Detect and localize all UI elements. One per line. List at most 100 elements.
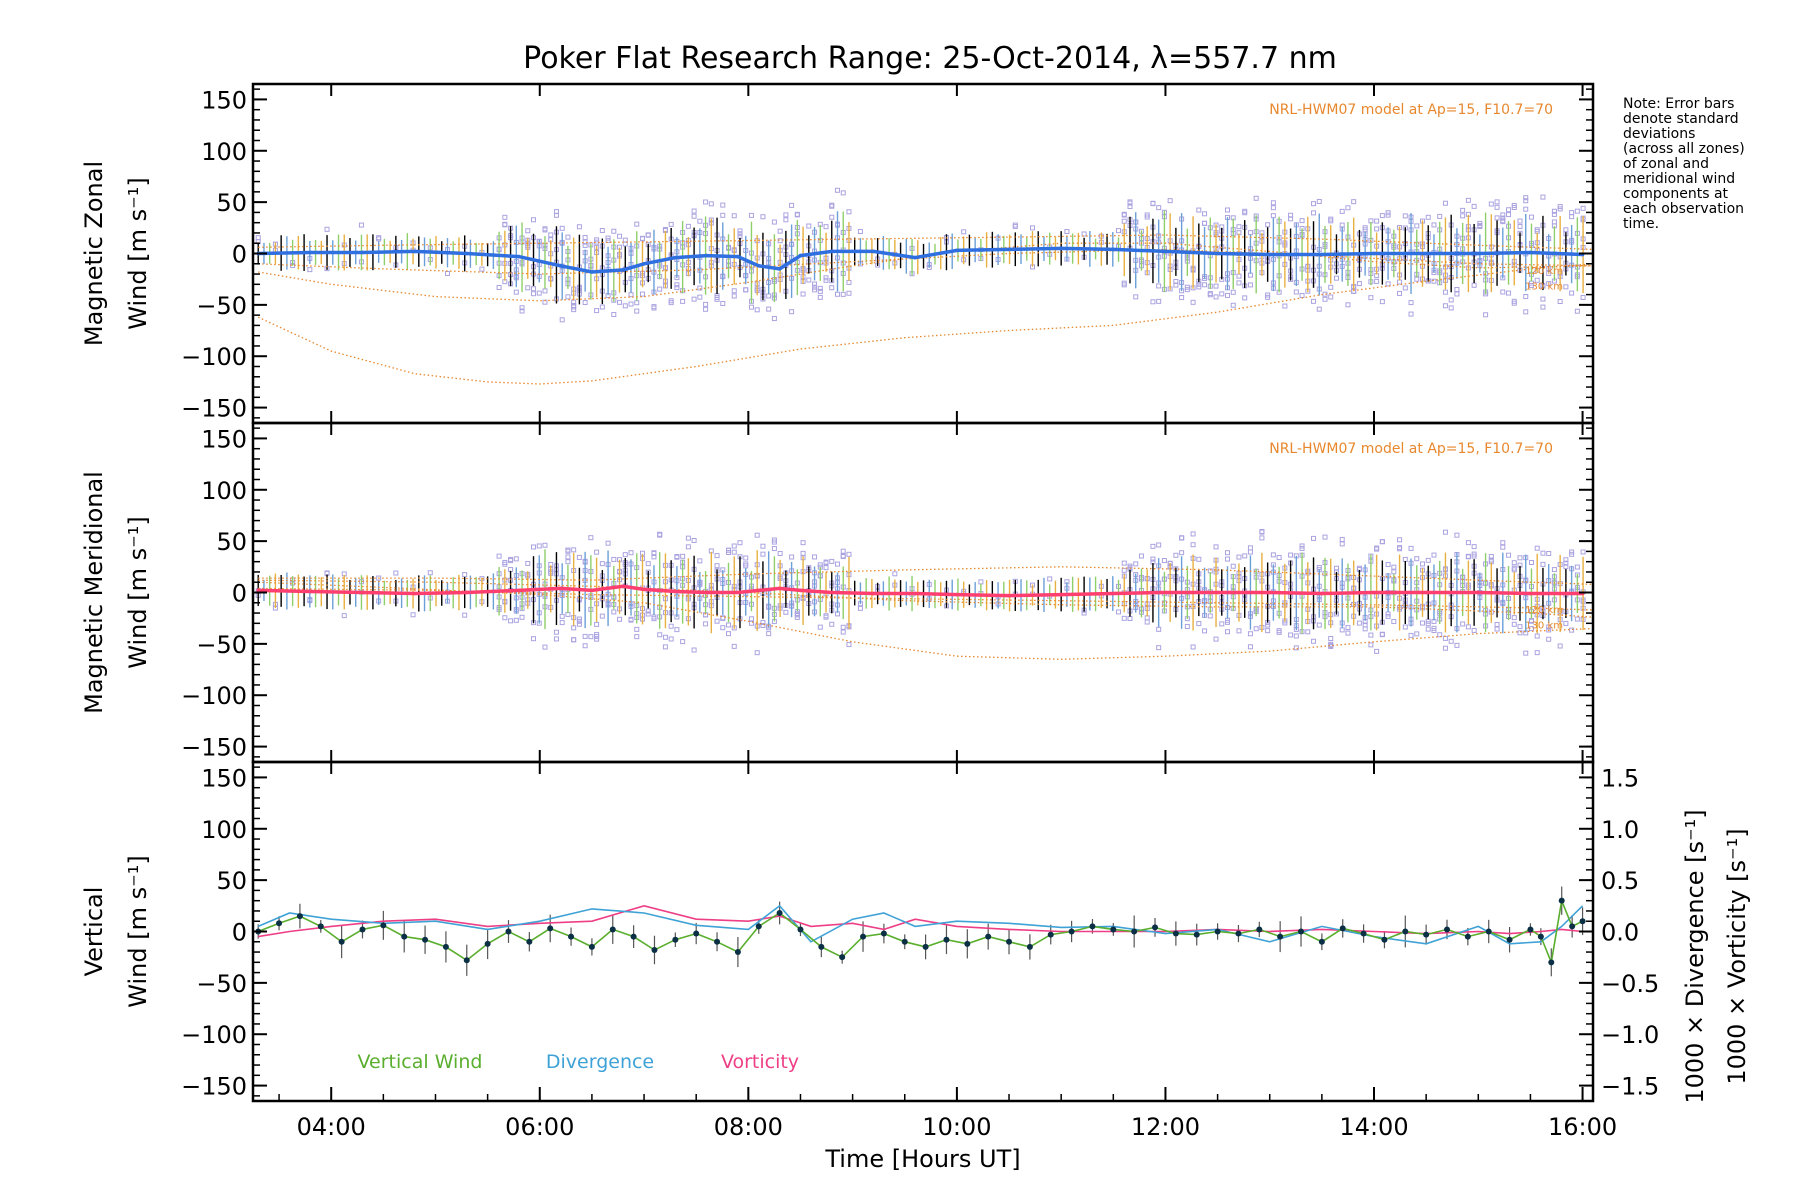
- scatter-point: [1265, 292, 1271, 298]
- scatter-point: [611, 556, 617, 562]
- series-point: [558, 264, 563, 268]
- vertical-wind-point: [380, 922, 387, 929]
- scatter-point: [1247, 549, 1253, 555]
- scatter-point: [771, 539, 777, 545]
- scatter-point: [1494, 199, 1500, 205]
- series-point: [756, 588, 761, 593]
- scatter-point: [1523, 206, 1529, 212]
- scatter-point: [1288, 632, 1294, 638]
- scatter-point: [1569, 627, 1575, 633]
- scatter-point: [1242, 553, 1248, 559]
- vertical-wind-point: [1235, 930, 1242, 937]
- scatter-point: [1179, 295, 1185, 301]
- scatter-point: [1408, 311, 1414, 317]
- scatter-point: [697, 285, 703, 291]
- scatter-point: [720, 615, 726, 621]
- scatter-point: [1316, 198, 1322, 204]
- right-tick-label: 0.0: [1601, 919, 1639, 947]
- scatter-point: [594, 632, 600, 638]
- scatter-point: [1528, 282, 1534, 288]
- scatter-point: [1540, 561, 1546, 567]
- x-axis-label: Time [Hours UT]: [824, 1145, 1020, 1173]
- scatter-point: [1236, 554, 1242, 560]
- series-point: [517, 254, 521, 259]
- series-point: [1111, 247, 1116, 252]
- scatter-point: [840, 291, 846, 297]
- scatter-point: [1402, 285, 1408, 291]
- series-point: [1267, 252, 1272, 257]
- scatter-point: [1127, 200, 1133, 206]
- scatter-point: [1224, 556, 1230, 562]
- scatter-point: [565, 547, 571, 553]
- scatter-point: [1471, 553, 1477, 559]
- vertical-wind-point: [1193, 931, 1200, 938]
- series-point: [871, 591, 876, 596]
- scatter-point: [622, 303, 628, 309]
- scatter-point: [1207, 291, 1213, 297]
- series-point: [1059, 246, 1063, 251]
- series-point: [777, 586, 782, 591]
- series-point: [1476, 590, 1481, 595]
- scatter-point: [525, 228, 531, 234]
- scatter-point: [731, 288, 737, 294]
- scatter-point: [1506, 212, 1512, 218]
- series-point: [360, 250, 365, 255]
- scatter-point: [1517, 555, 1523, 561]
- scatter-point: [542, 644, 548, 650]
- scatter-point: [634, 308, 640, 314]
- right-tick-label: −1.0: [1601, 1021, 1659, 1049]
- series-point: [1372, 590, 1376, 595]
- scatter-point: [1511, 621, 1517, 627]
- y-tick-label: −50: [196, 970, 247, 998]
- scatter-point: [697, 558, 703, 564]
- series-point: [704, 253, 709, 258]
- scatter-point: [651, 614, 657, 620]
- x-tick-label: 16:00: [1548, 1113, 1617, 1141]
- scatter-point: [628, 550, 634, 556]
- scatter-point: [565, 234, 571, 240]
- scatter-point: [582, 643, 588, 649]
- scatter-point: [571, 547, 577, 553]
- scatter-point: [668, 636, 674, 642]
- scatter-point: [1270, 205, 1276, 211]
- scatter-point: [662, 634, 668, 640]
- scatter-point: [496, 284, 502, 290]
- model-curve-4: [258, 566, 1594, 585]
- scatter-point: [1156, 298, 1162, 304]
- scatter-point: [1528, 618, 1534, 624]
- scatter-point: [1488, 201, 1494, 207]
- scatter-point: [777, 238, 783, 244]
- scatter-point: [1448, 638, 1454, 644]
- scatter-point: [1224, 207, 1230, 213]
- scatter-point: [559, 317, 565, 323]
- scatter-point: [720, 212, 726, 218]
- y-axis-label-line-2: Wind [m s⁻¹]: [124, 177, 152, 329]
- vertical-wind-point: [1006, 938, 1013, 945]
- scatter-point: [1311, 201, 1317, 207]
- scatter-point: [1339, 541, 1345, 547]
- scatter-point: [1156, 626, 1162, 632]
- scatter-point: [1196, 556, 1202, 562]
- vertical-wind-point: [839, 954, 846, 961]
- scatter-point: [771, 546, 777, 552]
- scatter-point: [1374, 545, 1380, 551]
- scatter-point: [576, 621, 582, 627]
- scatter-point: [1322, 296, 1328, 302]
- scatter-point: [823, 277, 829, 283]
- panel-1: NRL-HWM07 model at Ap=15, F10.7=70 120 km…: [80, 82, 1595, 425]
- scatter-point: [1213, 544, 1219, 550]
- y-tick-label: 100: [201, 138, 247, 166]
- scatter-point: [1224, 292, 1230, 298]
- scatter-point: [760, 214, 766, 220]
- scatter-point: [685, 535, 691, 541]
- series-point: [1111, 591, 1116, 596]
- chart-title: Poker Flat Research Range: 25-Oct-2014, …: [523, 41, 1337, 76]
- scatter-point: [840, 624, 846, 630]
- scatter-point: [846, 209, 852, 215]
- vertical-wind-point: [1131, 928, 1138, 935]
- vertical-wind-point: [442, 943, 449, 950]
- series-point: [1424, 251, 1428, 256]
- scatter-point: [1328, 294, 1334, 300]
- scatter-point: [674, 282, 680, 288]
